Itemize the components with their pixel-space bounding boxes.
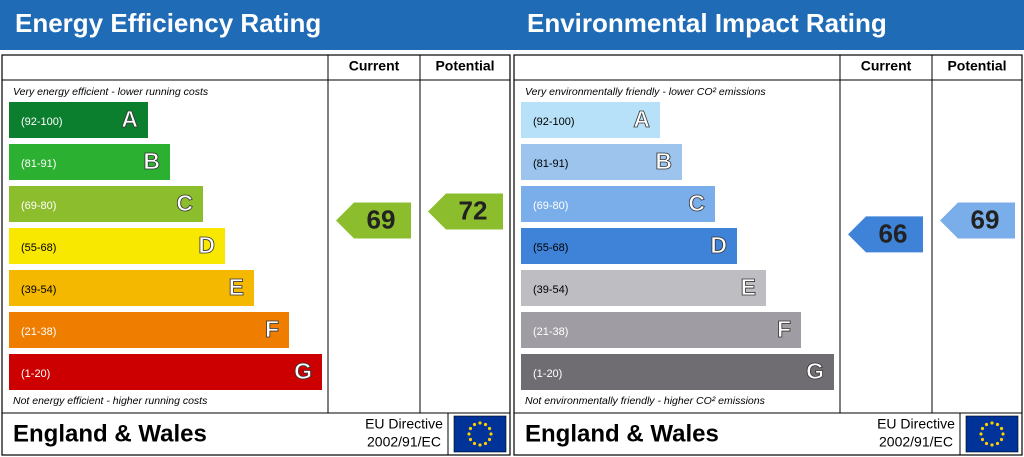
eu-star xyxy=(478,443,482,447)
top-note: Very energy efficient - lower running co… xyxy=(13,86,209,98)
title-bar xyxy=(0,0,512,50)
title-bar xyxy=(512,0,1024,50)
eu-flag xyxy=(965,415,1019,453)
panel-title: Energy Efficiency Rating xyxy=(15,8,321,38)
band xyxy=(521,144,682,180)
eu-star xyxy=(984,441,989,446)
band xyxy=(521,102,660,138)
rating-value: 66 xyxy=(879,218,908,248)
band xyxy=(521,312,801,348)
band-letter: D xyxy=(198,232,215,258)
directive: EU Directive xyxy=(365,416,443,432)
band xyxy=(9,186,203,222)
directive: EU Directive xyxy=(877,416,955,432)
band-range: (69-80) xyxy=(533,200,568,212)
column-header: Potential xyxy=(947,58,1006,74)
band-letter: C xyxy=(176,190,193,216)
band-letter: B xyxy=(143,148,160,174)
eu-flag xyxy=(453,415,507,453)
eu-star xyxy=(472,441,477,446)
directive: 2002/91/EC xyxy=(367,434,441,450)
band-letter: B xyxy=(655,148,672,174)
band-letter: F xyxy=(265,316,279,342)
directive: 2002/91/EC xyxy=(879,434,953,450)
band-letter: A xyxy=(121,106,138,132)
band-range: (21-38) xyxy=(21,326,56,338)
eu-star xyxy=(990,421,994,425)
eu-star xyxy=(472,422,477,427)
band-range: (81-91) xyxy=(533,158,568,170)
band-range: (55-68) xyxy=(21,242,56,254)
panel-title: Environmental Impact Rating xyxy=(527,8,887,38)
footer-region: England & Wales xyxy=(525,420,719,447)
band-range: (21-38) xyxy=(533,326,568,338)
band-letter: F xyxy=(777,316,791,342)
rating-value: 72 xyxy=(459,195,488,225)
eu-star xyxy=(483,422,488,427)
band xyxy=(9,228,225,264)
eu-star xyxy=(980,437,985,442)
eu-star xyxy=(483,441,488,446)
eu-star xyxy=(487,437,492,442)
column-header: Current xyxy=(861,58,912,74)
bottom-note: Not environmentally friendly - higher CO… xyxy=(525,395,766,407)
band-range: (39-54) xyxy=(21,284,56,296)
eu-star xyxy=(468,437,473,442)
eu-star xyxy=(1001,432,1005,436)
band-letter: G xyxy=(806,358,824,384)
eu-star xyxy=(984,422,989,427)
band xyxy=(521,186,715,222)
band xyxy=(521,228,737,264)
bottom-note: Not energy efficient - higher running co… xyxy=(13,395,208,407)
band-range: (55-68) xyxy=(533,242,568,254)
band xyxy=(9,270,254,306)
eu-star xyxy=(467,432,471,436)
eu-star xyxy=(999,437,1004,442)
band-letter: D xyxy=(710,232,727,258)
eu-star xyxy=(990,443,994,447)
band-range: (92-100) xyxy=(21,116,63,128)
band-letter: A xyxy=(633,106,650,132)
band xyxy=(521,354,834,390)
band-range: (39-54) xyxy=(533,284,568,296)
band xyxy=(9,312,289,348)
band-range: (81-91) xyxy=(21,158,56,170)
band-range: (1-20) xyxy=(533,368,562,380)
band-letter: G xyxy=(294,358,312,384)
eu-star xyxy=(995,422,1000,427)
column-header: Potential xyxy=(435,58,494,74)
rating-arrow xyxy=(848,216,923,253)
band xyxy=(9,102,148,138)
eu-star xyxy=(995,441,1000,446)
rating-arrow xyxy=(428,193,503,230)
band-range: (1-20) xyxy=(21,368,50,380)
eu-star xyxy=(980,426,985,431)
footer-region: England & Wales xyxy=(13,420,207,447)
column-header: Current xyxy=(349,58,400,74)
rating-arrow xyxy=(940,202,1015,239)
eu-star xyxy=(487,426,492,431)
rating-value: 69 xyxy=(367,204,396,234)
band xyxy=(521,270,766,306)
eu-star xyxy=(979,432,983,436)
band-range: (92-100) xyxy=(533,116,575,128)
rating-value: 69 xyxy=(971,204,1000,234)
band-letter: C xyxy=(688,190,705,216)
rating-arrow xyxy=(336,202,411,239)
eu-star xyxy=(999,426,1004,431)
band-letter: E xyxy=(229,274,244,300)
panel-frame xyxy=(1,54,511,456)
band xyxy=(9,354,322,390)
top-note: Very environmentally friendly - lower CO… xyxy=(525,86,766,98)
band-letter: E xyxy=(741,274,756,300)
eu-star xyxy=(478,421,482,425)
eu-star xyxy=(489,432,493,436)
eu-star xyxy=(468,426,473,431)
band-range: (69-80) xyxy=(21,200,56,212)
panel-frame xyxy=(513,54,1023,456)
band xyxy=(9,144,170,180)
